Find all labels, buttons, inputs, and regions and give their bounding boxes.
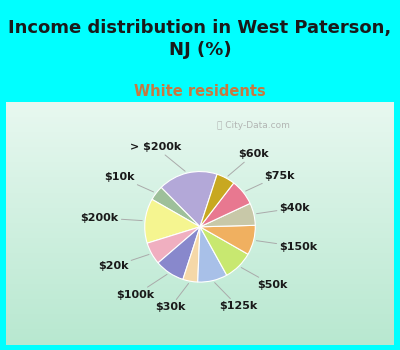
Wedge shape [200, 225, 255, 254]
Wedge shape [200, 227, 248, 275]
Text: Income distribution in West Paterson,
NJ (%): Income distribution in West Paterson, NJ… [8, 19, 392, 59]
Text: $30k: $30k [155, 284, 188, 312]
Text: White residents: White residents [134, 84, 266, 99]
Wedge shape [200, 174, 234, 227]
Wedge shape [145, 199, 200, 243]
Text: $60k: $60k [228, 149, 269, 176]
Wedge shape [183, 227, 200, 282]
Text: $125k: $125k [215, 282, 257, 312]
Text: > $200k: > $200k [130, 142, 185, 171]
Wedge shape [161, 172, 217, 227]
Wedge shape [200, 183, 250, 227]
Wedge shape [158, 227, 200, 279]
Wedge shape [147, 227, 200, 263]
Text: ⓘ City-Data.com: ⓘ City-Data.com [217, 121, 290, 130]
Text: $100k: $100k [116, 274, 167, 300]
Wedge shape [198, 227, 227, 282]
Text: $150k: $150k [256, 241, 318, 252]
Text: $20k: $20k [98, 254, 149, 271]
Wedge shape [200, 203, 255, 227]
Text: $75k: $75k [246, 170, 294, 191]
Text: $40k: $40k [256, 203, 310, 214]
Wedge shape [152, 188, 200, 227]
Text: $10k: $10k [105, 172, 154, 192]
Text: $200k: $200k [80, 213, 142, 223]
Text: $50k: $50k [241, 267, 288, 290]
